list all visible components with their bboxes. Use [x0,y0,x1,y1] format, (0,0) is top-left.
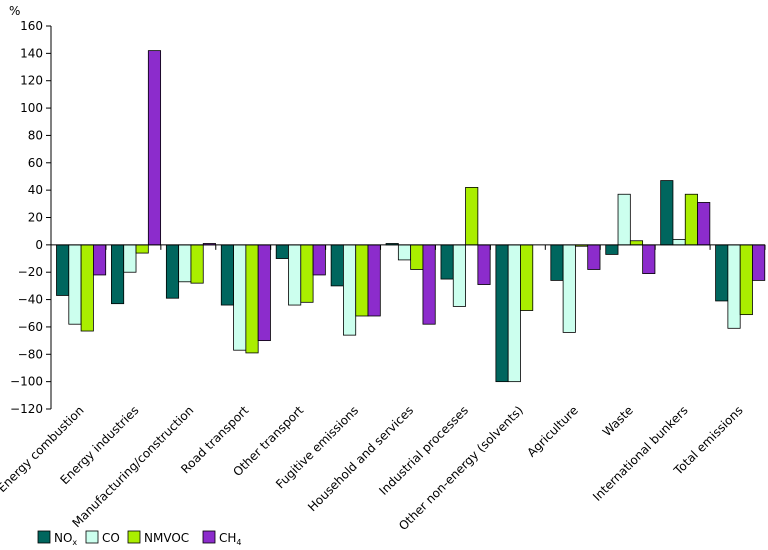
legend-swatch [127,530,141,544]
bar-ch4-11 [642,244,656,274]
bar-nox-12 [660,180,674,246]
y-tick-label: 80 [28,128,43,142]
category-label: Household and services [305,403,416,514]
bar-nox-13 [715,244,729,302]
bar-co-3 [178,244,192,283]
bar-nmvoc-12 [684,193,698,246]
bar-nmvoc-8 [465,187,479,246]
bar-nmvoc-4 [245,244,259,354]
legend: NOx CO NMVOC CH4 [37,530,242,547]
bar-nox-2 [111,244,125,305]
bar-nmvoc-7 [410,244,424,270]
bar-co-9 [507,244,521,383]
y-axis-label: % [9,4,20,18]
bar-ch4-1 [93,244,107,276]
y-axis-ticks: −120 −100 −80 −60 −40 −20 0 20 40 60 80 100 120 140 16… [10,19,51,416]
bar-nox-11 [605,244,619,255]
bar-ch4-4 [257,244,271,342]
bar-nox-9 [495,244,509,383]
y-tick-label: −40 [18,293,43,307]
legend-swatch [37,530,51,544]
bar-ch4-12 [697,202,711,246]
y-tick-label: 20 [28,211,43,225]
bar-co-8 [452,244,466,307]
bar-co-11 [617,193,631,246]
bar-ch4-13 [752,244,766,281]
bar-co-13 [727,244,741,329]
bar-nmvoc-6 [355,244,369,317]
bar-nox-5 [275,244,289,259]
bar-nmvoc-1 [80,244,94,332]
y-tick-label: 60 [28,156,43,170]
bar-nmvoc-3 [190,244,204,284]
bar-co-4 [233,244,247,351]
y-tick-label: −60 [18,320,43,334]
bar-nox-1 [56,244,70,296]
category-label: Energy combustion [0,403,87,495]
category-label: Waste [600,403,636,439]
y-tick-label: 40 [28,183,43,197]
axes [50,26,766,409]
legend-label: CO [102,531,120,545]
y-tick-label: −20 [18,265,43,279]
y-tick-label: 120 [20,74,43,88]
bar-co-10 [562,244,576,333]
bar-nmvoc-13 [739,244,753,316]
bar-ch4-10 [587,244,601,270]
legend-label: NMVOC [144,531,189,545]
bar-nox-4 [220,244,234,306]
y-tick-label: 160 [20,19,43,33]
bar-co-5 [288,244,302,306]
y-tick-label: 0 [35,238,43,252]
legend-label: CH4 [219,531,242,547]
bar-ch4-5 [312,244,326,276]
y-tick-label: −120 [10,402,43,416]
bar-ch4-7 [422,244,436,325]
bar-co-6 [343,244,357,336]
bar-co-1 [68,244,82,325]
bar-nox-3 [165,244,180,299]
y-tick-label: 100 [20,101,43,115]
y-tick-label: 140 [20,46,43,60]
bar-ch4-8 [477,244,491,285]
bar-nox-10 [550,244,564,281]
bars [56,50,766,383]
legend-swatch [85,530,99,544]
legend-label: NOx [54,531,77,547]
category-label: International bunkers [590,403,691,504]
bar-co-7 [397,244,412,261]
bar-ch4-2 [147,50,162,246]
category-label: Agriculture [524,403,581,460]
bar-co-2 [123,244,137,273]
bar-co-12 [672,238,686,246]
y-tick-label: −80 [18,347,43,361]
y-tick-label: −100 [10,375,43,389]
category-label: Industrial processes [376,403,471,498]
bar-nox-6 [330,244,344,287]
bar-ch4-6 [367,244,381,317]
bar-nmvoc-5 [300,244,314,303]
bar-nmvoc-2 [135,244,149,254]
legend-swatch [202,530,216,544]
bar-nmvoc-9 [520,244,534,311]
bar-nmvoc-11 [629,240,644,246]
bar-nox-8 [440,244,454,280]
